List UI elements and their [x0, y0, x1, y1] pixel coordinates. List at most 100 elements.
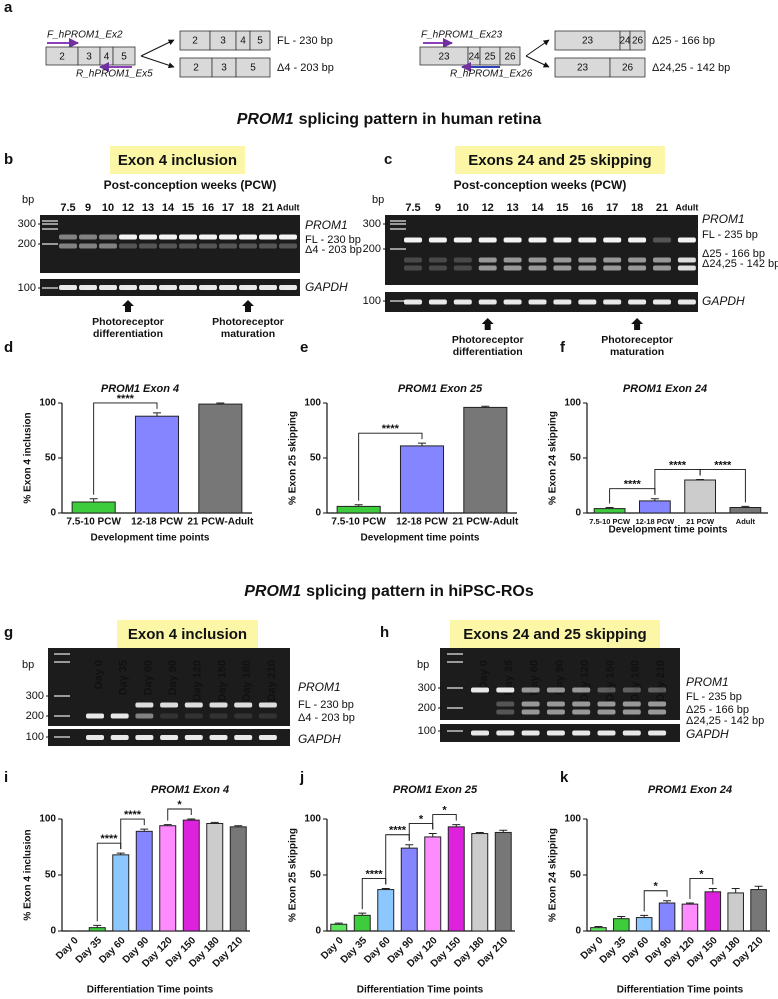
band	[503, 237, 522, 243]
exon-label: 23	[577, 63, 589, 74]
title-text: splicing pattern in human retina	[299, 111, 542, 128]
gel-title: Post-conception weeks (PCW)	[104, 178, 277, 192]
band	[603, 257, 622, 263]
error-bar	[116, 852, 125, 855]
product-label: Δ24,25 - 142 bp	[652, 62, 730, 74]
error-bar	[475, 831, 484, 834]
control-band	[99, 285, 117, 290]
band	[471, 687, 489, 693]
control-band	[279, 285, 297, 290]
lane-label: Day 210	[655, 660, 667, 702]
control-band	[572, 730, 591, 736]
y-tick-label: 50	[570, 870, 582, 881]
y-tick-label: 0	[50, 926, 56, 937]
bar	[593, 508, 626, 514]
lane-label: Day 210	[266, 660, 278, 702]
error-bar	[354, 504, 363, 507]
gene-label: PROM1	[686, 675, 729, 689]
y-tick-label: 0	[50, 508, 56, 519]
y-tick-label: 0	[575, 926, 581, 937]
band	[603, 237, 622, 243]
exon	[112, 46, 136, 66]
product-arrow	[140, 39, 175, 57]
lane-label: Day 180	[630, 660, 642, 702]
control-band	[578, 299, 597, 305]
control-band	[159, 285, 177, 290]
significance-bracket	[432, 814, 457, 830]
bar	[135, 830, 153, 932]
marker-label: 100	[18, 282, 36, 294]
lane-label: Day 35	[503, 660, 515, 695]
band	[648, 701, 667, 707]
significance-bracket	[689, 877, 714, 899]
error-bar	[428, 833, 437, 837]
band	[528, 265, 547, 271]
band	[428, 265, 447, 271]
band	[258, 713, 277, 719]
section-title: PROM1 splicing pattern in human retina	[237, 111, 542, 128]
exon-label: 2	[59, 52, 65, 63]
y-axis-label: % Exon 24 skipping	[548, 411, 559, 505]
control-band	[622, 730, 641, 736]
ladder-band	[42, 220, 58, 222]
bar	[750, 889, 767, 932]
arrow-label: maturation	[610, 346, 664, 358]
x-axis-label: Development time points	[361, 533, 480, 544]
arrow-label: differentiation	[93, 328, 163, 340]
band	[428, 257, 447, 263]
bar	[447, 826, 465, 932]
x-tick-label: 7.5-10 PCW	[589, 517, 631, 526]
control-band	[110, 735, 129, 740]
band	[653, 265, 671, 271]
control-band	[199, 285, 217, 290]
bar	[206, 822, 224, 932]
control-label: GAPDH	[702, 294, 745, 308]
lane-label: 17	[606, 202, 618, 214]
ladder-band	[54, 736, 70, 738]
bar	[613, 918, 630, 932]
band-label: Δ4 - 203 bp	[305, 244, 362, 256]
control-band	[160, 735, 179, 740]
control-band	[628, 299, 647, 305]
lane-label: 16	[581, 202, 593, 214]
lane-label: 18	[631, 202, 643, 214]
lane-label: Day 150	[216, 660, 228, 702]
bar	[159, 825, 177, 932]
band	[219, 234, 237, 240]
panel-label: d	[4, 339, 13, 356]
y-axis-label: % Exon 25 skipping	[288, 828, 299, 922]
bar	[638, 500, 671, 514]
band	[59, 234, 77, 240]
band-label: FL - 235 bp	[686, 691, 742, 703]
error-bar	[405, 844, 414, 849]
gel	[385, 215, 698, 285]
exon-label: 23	[438, 52, 450, 63]
error-bar	[696, 478, 705, 480]
primer-label: R_hPROM1_Ex5	[76, 69, 153, 80]
lane-label: 10	[457, 202, 469, 214]
band	[572, 687, 591, 693]
bar	[400, 847, 418, 932]
ladder-band	[390, 300, 406, 302]
band	[553, 257, 572, 263]
panel-label: i	[4, 769, 8, 786]
error-bar	[605, 507, 614, 509]
significance-label: ****	[389, 825, 407, 837]
bar	[134, 415, 180, 514]
chart-title: PROM1 Exon 4	[151, 784, 229, 796]
band	[135, 713, 154, 719]
band	[219, 243, 237, 249]
band	[597, 687, 616, 693]
control-band	[653, 299, 671, 305]
arrow-label: Photoreceptor	[452, 334, 524, 346]
x-tick-label: 12-18 PCW	[635, 517, 675, 526]
arrow-label: differentiation	[453, 346, 523, 358]
band	[622, 701, 641, 707]
error-bar	[650, 498, 659, 501]
band	[521, 709, 540, 715]
band	[453, 265, 472, 271]
ladder-band	[54, 653, 70, 655]
lane-label: Day 120	[579, 660, 591, 702]
lane-label: Day 180	[241, 660, 253, 702]
bar	[330, 923, 348, 932]
